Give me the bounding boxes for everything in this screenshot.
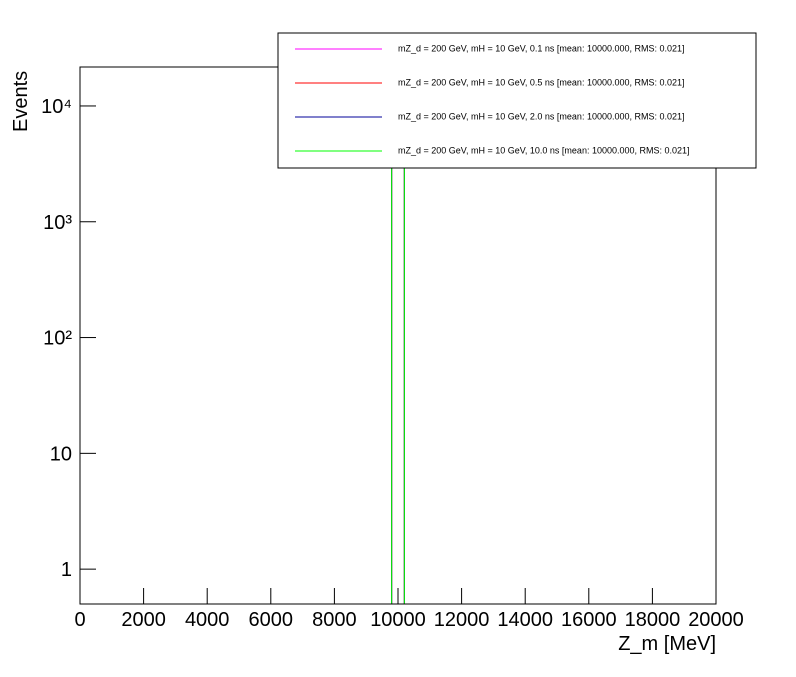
legend-label: mZ_d = 200 GeV, mH = 10 GeV, 2.0 ns [mea…	[398, 111, 685, 121]
x-tick-label: 0	[74, 609, 85, 631]
legend-label: mZ_d = 200 GeV, mH = 10 GeV, 0.5 ns [mea…	[398, 77, 685, 87]
y-axis-title: Events	[10, 71, 32, 132]
x-axis-title: Z_m [MeV]	[618, 633, 716, 655]
y-tick-label: 1	[61, 559, 72, 581]
y-tick-label: 10⁴	[41, 96, 72, 118]
x-tick-label: 16000	[561, 609, 617, 631]
legend-box	[277, 32, 757, 169]
x-tick-label: 2000	[121, 609, 166, 631]
x-tick-label: 6000	[249, 609, 294, 631]
x-tick-label: 18000	[625, 609, 681, 631]
legend-label: mZ_d = 200 GeV, mH = 10 GeV, 10.0 ns [me…	[398, 145, 690, 155]
x-tick-label: 14000	[497, 609, 553, 631]
x-tick-label: 8000	[312, 609, 357, 631]
legend-label: mZ_d = 200 GeV, mH = 10 GeV, 0.1 ns [mea…	[398, 43, 685, 53]
y-tick-label: 10³	[43, 212, 72, 234]
x-tick-label: 10000	[370, 609, 426, 631]
y-tick-label: 10	[50, 443, 72, 465]
x-tick-label: 4000	[185, 609, 230, 631]
y-tick-label: 10²	[43, 328, 72, 350]
x-tick-label: 20000	[688, 609, 744, 631]
x-tick-label: 12000	[434, 609, 490, 631]
